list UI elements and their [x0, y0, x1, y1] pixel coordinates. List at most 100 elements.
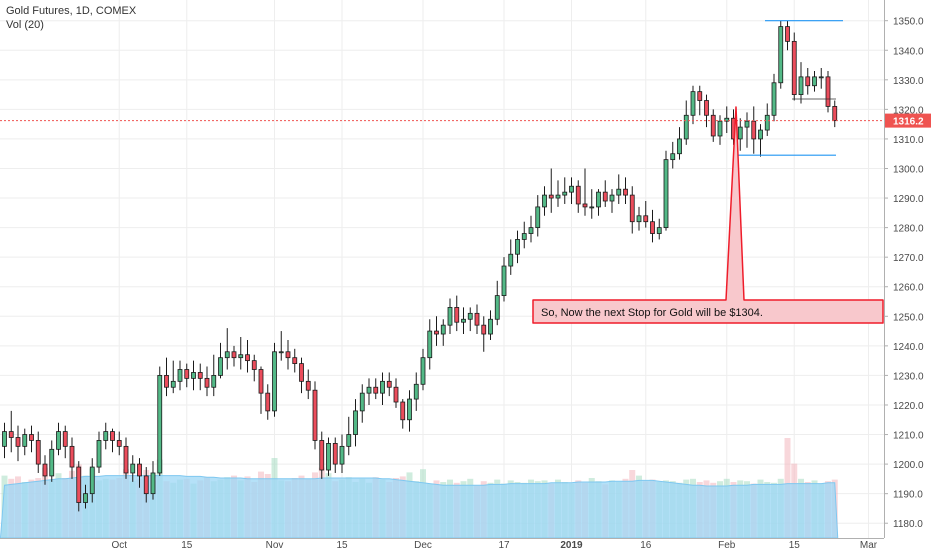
- candle-body: [724, 117, 730, 122]
- candle: [677, 127, 682, 160]
- candle-body: [710, 114, 716, 137]
- price-tick-label: 1300.0: [893, 164, 924, 175]
- candle-body: [447, 307, 453, 326]
- candle: [204, 366, 210, 397]
- candle-body: [440, 324, 446, 335]
- candle-body: [42, 463, 48, 477]
- candle: [366, 378, 372, 405]
- time-tick-label: 16: [640, 540, 652, 550]
- candle-body: [150, 472, 156, 495]
- candle-body: [825, 76, 831, 107]
- price-tick-label: 1330.0: [893, 76, 924, 87]
- candle-body: [83, 493, 88, 503]
- annotation-callout[interactable]: So, Now the next Stop for Gold will be $…: [532, 106, 884, 324]
- candle: [89, 458, 95, 503]
- price-axis[interactable]: 1180.0 1190.0 1200.0 1210.0 1220.0 1230.0 1240…: [884, 0, 924, 538]
- candle: [697, 85, 703, 116]
- candle-body: [569, 185, 574, 193]
- candle: [29, 425, 34, 453]
- candle-body: [778, 26, 784, 84]
- candle-body: [184, 369, 190, 379]
- candle-body: [22, 434, 28, 447]
- candle: [272, 342, 277, 417]
- candle: [49, 440, 55, 482]
- candle: [326, 437, 331, 476]
- candle-body: [332, 443, 338, 465]
- candle-body: [211, 375, 217, 388]
- candle-body: [400, 401, 406, 421]
- candle: [764, 103, 770, 136]
- candle: [258, 366, 264, 414]
- candle-body: [157, 375, 163, 474]
- candle: [110, 428, 115, 453]
- candle-body: [454, 307, 460, 323]
- candle-body: [575, 185, 581, 205]
- price-tick-label: 1340.0: [893, 46, 924, 57]
- candle-body: [805, 76, 811, 87]
- candle: [515, 230, 520, 264]
- candle: [474, 304, 480, 335]
- candle: [616, 174, 622, 204]
- candle: [184, 363, 190, 388]
- candle-body: [231, 351, 237, 359]
- candle-body: [164, 375, 169, 388]
- candle-body: [670, 153, 676, 161]
- candle-body: [488, 318, 493, 335]
- price-tick-label: 1200.0: [893, 460, 924, 471]
- candle-body: [137, 463, 142, 477]
- price-tick-label: 1250.0: [893, 312, 924, 323]
- candle-body: [697, 91, 703, 101]
- candle-body: [623, 188, 628, 196]
- candle: [76, 461, 82, 512]
- last-price-tag-bg: [885, 113, 931, 128]
- candle-body: [319, 440, 325, 471]
- candle: [596, 189, 601, 216]
- candle: [292, 348, 298, 373]
- candle-body: [35, 440, 41, 465]
- candle: [265, 384, 271, 420]
- candle: [650, 209, 655, 243]
- candle: [231, 345, 237, 367]
- time-tick-label: 15: [789, 540, 801, 550]
- candle: [555, 180, 561, 207]
- price-tick-label: 1280.0: [893, 224, 924, 235]
- candle: [501, 257, 507, 302]
- candle-body: [407, 398, 412, 421]
- candle-body: [481, 324, 487, 335]
- candle: [656, 218, 662, 240]
- candle-body: [170, 380, 176, 388]
- callout-text: So, Now the next Stop for Gold will be $…: [541, 307, 763, 319]
- candle: [521, 221, 527, 249]
- price-tick-label: 1180.0: [893, 519, 923, 530]
- candle: [812, 70, 817, 92]
- candle: [771, 73, 777, 122]
- candle-body: [380, 380, 385, 394]
- candle-body: [177, 369, 183, 382]
- candle: [670, 141, 676, 169]
- candle: [447, 298, 453, 335]
- candle: [143, 467, 149, 503]
- candle: [494, 280, 500, 326]
- candle: [623, 177, 628, 204]
- candle-body: [245, 354, 250, 362]
- candle: [299, 357, 304, 394]
- time-axis[interactable]: Oct 15 Nov 15 Dec 17 2019 16 Feb 15 Mar: [0, 538, 884, 551]
- candle: [15, 425, 21, 462]
- candle: [744, 112, 750, 148]
- candle-body: [116, 440, 122, 447]
- candle-body: [299, 363, 304, 382]
- chart-legend: Gold Futures, 1D, COMEX Vol (20): [6, 4, 136, 32]
- time-tick-label: 2019: [560, 540, 583, 550]
- candle-body: [737, 126, 743, 140]
- candle: [22, 428, 28, 456]
- candle-body: [751, 120, 757, 140]
- candle-body: [359, 392, 365, 412]
- candle: [218, 342, 223, 379]
- candle-body: [521, 233, 527, 240]
- candle: [535, 195, 541, 237]
- candle: [832, 100, 838, 128]
- candle-body: [366, 386, 372, 394]
- candle-body: [8, 431, 14, 438]
